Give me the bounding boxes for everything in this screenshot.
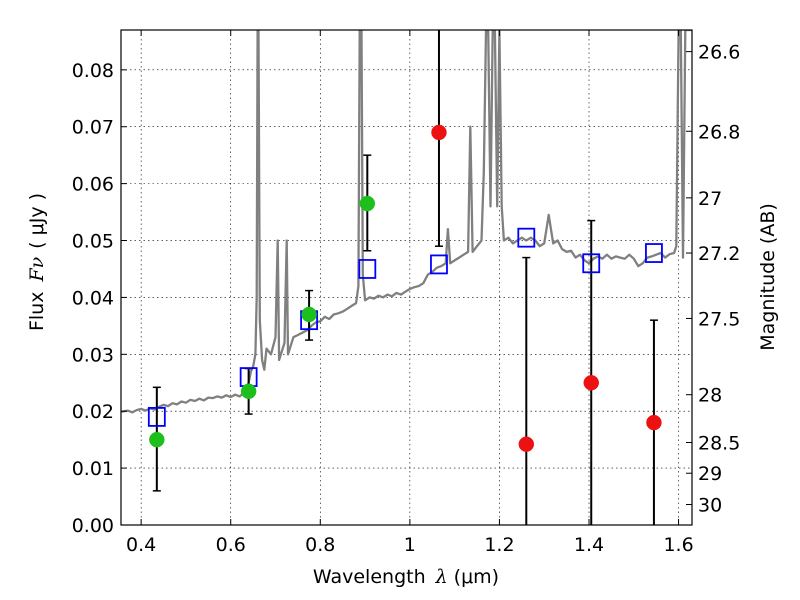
x-axis-title-unit: (μm) [454,566,499,588]
magnitude-tick-label: 27 [698,188,722,210]
magnitude-axis: 26.6 26.8 27 27.2 27.5 28 28.5 29 30 [686,42,740,517]
x-tick-label: 1.4 [574,534,604,556]
plot-area [121,30,692,525]
plot-frame [120,29,693,526]
x-tick-label: 1.2 [484,534,514,556]
x-tick-label: 1 [404,534,416,556]
x-tick-label: 0.4 [126,534,156,556]
model-spectrum-line [121,30,692,414]
magnitude-tick-label: 30 [698,495,722,517]
magnitude-tick-label: 27.2 [698,243,740,265]
y-tick-label: 0.08 [72,60,114,82]
x-tick-label: 0.6 [216,534,246,556]
y-axis: 0.00 0.01 0.02 0.03 0.04 0.05 0.06 0.07 0.08 [72,60,127,537]
y-tick-label: 0.07 [72,117,114,139]
magnitude-tick-label: 26.8 [698,121,740,143]
y-tick-label: 0.03 [72,344,114,366]
detection-point [240,383,257,400]
x-axis-title-prefix: Wavelength [313,566,426,588]
detection-point [359,195,376,212]
y-tick-label: 0.05 [72,231,114,253]
magnitude-tick-label: 28 [698,385,722,407]
y-tick-label: 0.01 [72,458,114,480]
grid [121,30,692,525]
detection-point [149,431,165,448]
non-detection-point [583,375,599,391]
x-axis: 0.4 0.6 0.8 1 1.2 1.4 1.6 [126,30,694,556]
model-photometry-square [147,406,166,427]
non-detection-point [431,124,447,141]
y-axis-title: Flux Fν ( μJy ) [26,193,48,331]
x-axis-title-symbol: λ [435,566,448,588]
magnitude-tick-label: 28.5 [698,433,740,455]
y-tick-label: 0.06 [72,174,114,196]
magnitude-tick-label: 29 [698,463,722,485]
y-tick-label: 0.04 [72,287,114,309]
x-tick-label: 0.8 [305,534,335,556]
model-photometry-square [358,259,377,279]
magnitude-tick-label: 27.5 [698,308,740,330]
x-tick-label: 1.6 [663,534,693,556]
model-photometry-square [430,254,448,275]
y2-axis-title: Magnitude (AB) [757,203,779,351]
y-tick-label: 0.02 [72,401,114,423]
y-axis-title-prefix: Flux [26,292,48,332]
model-photometry-square [582,253,601,274]
magnitude-tick-label: 26.6 [698,42,740,64]
detection-point [301,306,317,323]
non-detection-point [518,436,535,452]
model-photometry-square [645,243,663,263]
y-axis-title-symbol: Fν [26,256,48,282]
x-axis-title: Wavelength λ (μm) [313,566,499,588]
y-tick-label: 0.00 [72,515,114,537]
y-axis-title-unit: ( μJy ) [26,193,48,249]
non-detection-point [646,414,662,431]
model-photometry-square [517,227,536,248]
